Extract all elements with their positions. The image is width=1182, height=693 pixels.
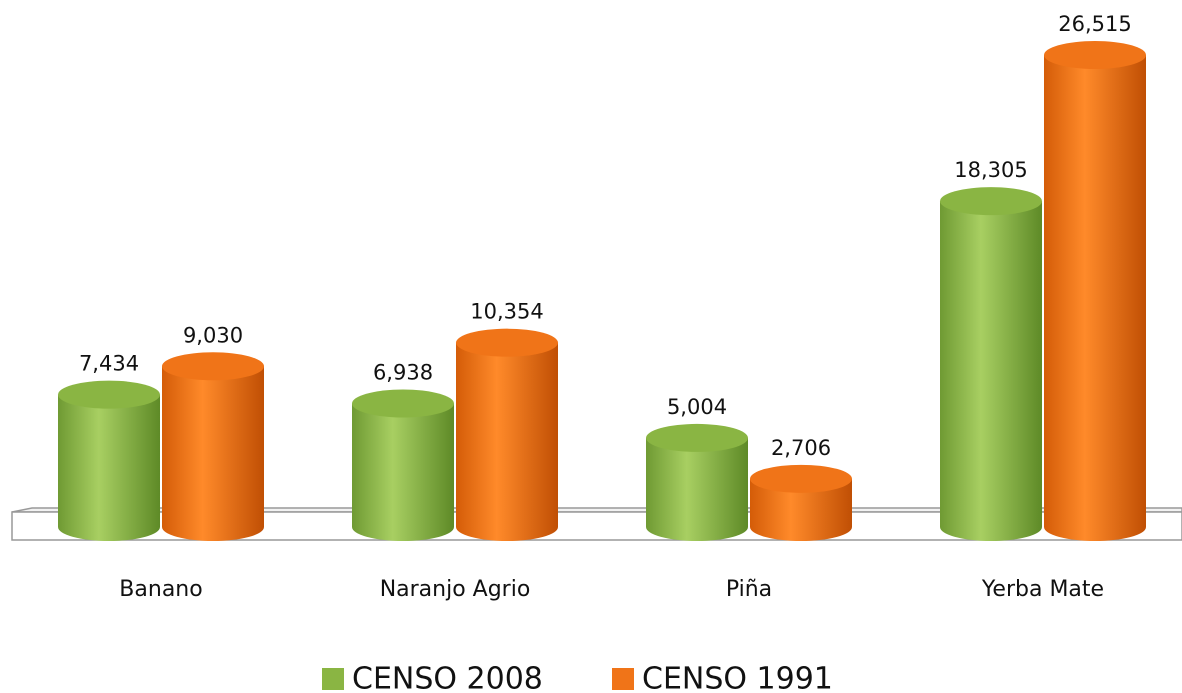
bar [352, 389, 454, 541]
bar-top [162, 352, 264, 381]
x-tick-label: Naranjo Agrio [380, 577, 531, 602]
bar [750, 464, 852, 541]
bar-body [58, 394, 160, 541]
value-label: 9,030 [183, 323, 243, 347]
bar [1044, 41, 1146, 541]
value-label: 26,515 [1058, 12, 1131, 36]
x-tick-label: Piña [726, 577, 772, 602]
bar-top [58, 380, 160, 409]
bar [58, 380, 160, 541]
bars: Banano 7,434 9,030 Naranjo Agrio 6,938 10,354… [58, 12, 1146, 602]
value-label: 2,706 [771, 436, 831, 460]
legend-label: CENSO 2008 [352, 662, 543, 693]
bar-body [1044, 55, 1146, 541]
bar-body [352, 403, 454, 541]
bar-top [456, 328, 558, 357]
bar-body [940, 201, 1042, 541]
bar-top [750, 464, 852, 493]
bar-top [646, 423, 748, 452]
legend-swatch [612, 668, 634, 690]
value-label: 6,938 [373, 360, 433, 384]
bar-top [1044, 41, 1146, 69]
bar-body [162, 366, 264, 541]
value-label: 5,004 [667, 395, 727, 419]
bar-top [940, 187, 1042, 216]
bar-body [646, 437, 748, 541]
x-tick-label: Banano [119, 577, 202, 602]
legend-label: CENSO 1991 [642, 662, 833, 693]
bar [162, 352, 264, 541]
value-label: 18,305 [954, 158, 1027, 182]
legend-swatch [322, 668, 344, 690]
bar-body [750, 478, 852, 541]
bar [646, 423, 748, 541]
value-label: 7,434 [79, 352, 139, 376]
bar-body [456, 342, 558, 541]
bar [940, 187, 1042, 541]
bar-top [352, 389, 454, 418]
legend: CENSO 2008 CENSO 1991 [322, 662, 833, 693]
value-label: 10,354 [470, 300, 543, 324]
bar [456, 328, 558, 541]
x-tick-label: Yerba Mate [981, 577, 1104, 602]
